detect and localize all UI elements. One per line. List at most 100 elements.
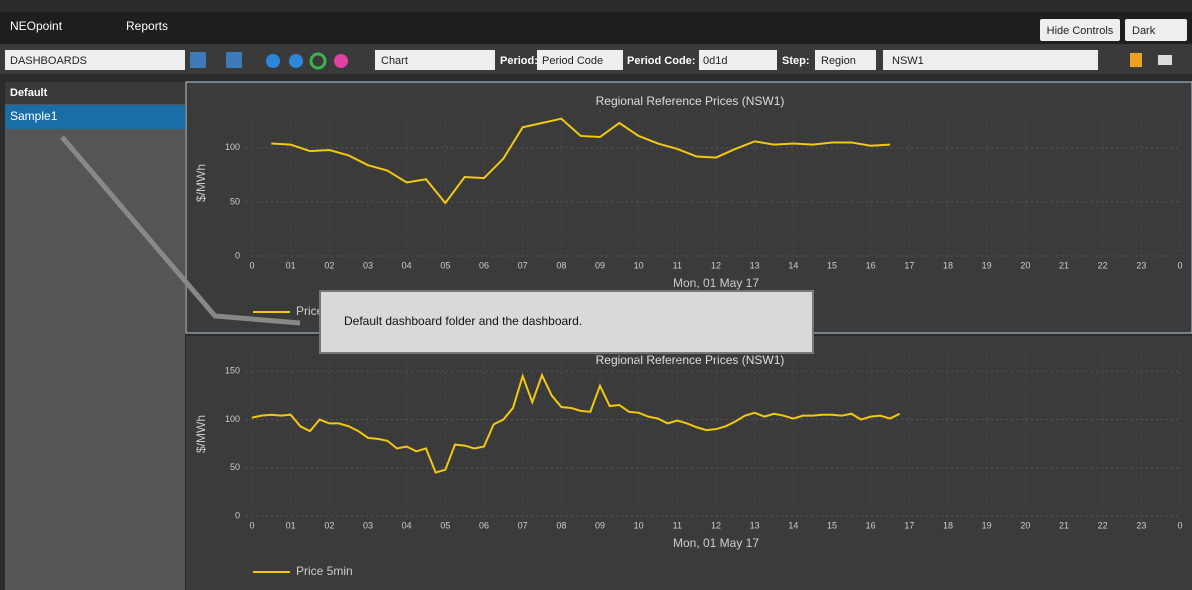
- dashboard-row[interactable]: [5, 105, 185, 129]
- period-code-input[interactable]: [699, 50, 777, 70]
- x-tick-label: 21: [1059, 260, 1069, 270]
- theme-select[interactable]: [1125, 19, 1187, 41]
- hide-controls-button[interactable]: [1040, 19, 1120, 41]
- period-select[interactable]: [537, 50, 623, 70]
- x-tick-label: 09: [595, 260, 605, 270]
- step-select[interactable]: [815, 50, 876, 70]
- folder-row[interactable]: [5, 82, 185, 104]
- x-tick-label: 05: [440, 260, 450, 270]
- icon[interactable]: [266, 54, 280, 68]
- chart-title: Regional Reference Prices (NSW1): [596, 94, 785, 108]
- y-axis-label: $/MWh: [194, 164, 208, 202]
- region-value: NSW1: [892, 55, 924, 67]
- x-tick-label: 23: [1136, 520, 1146, 530]
- x-tick-label: 08: [556, 520, 566, 530]
- sidebar: [5, 82, 185, 590]
- x-tick-label: 02: [324, 260, 334, 270]
- x-tick-label: 22: [1098, 520, 1108, 530]
- x-tick-label: 04: [402, 520, 412, 530]
- icon[interactable]: [226, 52, 242, 68]
- dashboards-select[interactable]: [5, 50, 185, 70]
- x-tick-label: 03: [363, 260, 373, 270]
- x-tick-label: 01: [286, 260, 296, 270]
- x-tick-label: 12: [711, 520, 721, 530]
- dashboards-label: DASHBOARDS: [10, 55, 87, 67]
- y-tick-label: 150: [225, 366, 240, 376]
- x-tick-label: 16: [866, 520, 876, 530]
- x-tick-label: 13: [750, 520, 760, 530]
- x-tick-label: 18: [943, 520, 953, 530]
- y-tick-label: 0: [235, 250, 240, 260]
- period-code-value: 0d1d: [703, 55, 727, 67]
- x-tick-label: 11: [673, 520, 682, 530]
- reports-menu[interactable]: Reports: [126, 19, 168, 33]
- x-tick-label: 11: [673, 260, 682, 270]
- x-tick-label: 06: [479, 520, 489, 530]
- x-tick-label: 0: [1177, 520, 1182, 530]
- x-tick-label: 16: [866, 260, 876, 270]
- icon[interactable]: [334, 54, 348, 68]
- icon[interactable]: [289, 54, 303, 68]
- x-tick-label: 21: [1059, 520, 1069, 530]
- callout-text: Default dashboard folder and the dashboa…: [344, 314, 582, 328]
- period-label: Period:: [500, 55, 538, 67]
- x-tick-label: 23: [1136, 260, 1146, 270]
- x-tick-label: 06: [479, 260, 489, 270]
- y-tick-label: 0: [235, 510, 240, 520]
- theme-label: Dark: [1132, 25, 1156, 37]
- y-tick-label: 50: [230, 462, 240, 472]
- x-tick-label: 17: [904, 260, 914, 270]
- x-tick-label: 0: [249, 260, 254, 270]
- callout-pointer: [60, 135, 301, 326]
- x-tick-label: 02: [324, 520, 334, 530]
- x-tick-label: 15: [827, 260, 837, 270]
- x-tick-label: 14: [788, 520, 798, 530]
- x-tick-label: 20: [1020, 520, 1030, 530]
- step-label: Step:: [782, 55, 810, 67]
- x-tick-label: 15: [827, 520, 837, 530]
- x-axis-label: Mon, 01 May 17: [673, 536, 759, 550]
- y-axis-label: $/MWh: [194, 415, 208, 453]
- x-tick-label: 14: [788, 260, 798, 270]
- x-tick-label: 07: [518, 260, 528, 270]
- icon[interactable]: [309, 52, 327, 70]
- y-tick-label: 100: [225, 142, 240, 152]
- x-tick-label: 03: [363, 520, 373, 530]
- legend-label: Price 5min: [296, 564, 353, 578]
- x-tick-label: 20: [1020, 260, 1030, 270]
- callout: [319, 290, 814, 354]
- x-tick-label: 05: [440, 520, 450, 530]
- list-icon[interactable]: [1158, 55, 1172, 65]
- x-tick-label: 09: [595, 520, 605, 530]
- x-tick-label: 04: [402, 260, 412, 270]
- period-value: Period Code: [542, 55, 603, 67]
- x-tick-label: 13: [750, 260, 760, 270]
- lock-icon[interactable]: [1130, 53, 1142, 67]
- hide-controls-label: Hide Controls: [1047, 25, 1114, 37]
- folder-label: Default: [10, 87, 48, 99]
- header-bar: [0, 12, 1192, 44]
- x-tick-label: 18: [943, 260, 953, 270]
- x-tick-label: 17: [904, 520, 914, 530]
- x-tick-label: 22: [1098, 260, 1108, 270]
- x-tick-label: 10: [634, 520, 644, 530]
- y-tick-label: 100: [225, 414, 240, 424]
- view-select[interactable]: [375, 50, 495, 70]
- period-code-label: Period Code:: [627, 55, 695, 67]
- x-tick-label: 07: [518, 520, 528, 530]
- price-line: [271, 117, 891, 205]
- region-select[interactable]: [883, 50, 1098, 70]
- icon[interactable]: [190, 52, 206, 68]
- x-tick-label: 19: [982, 260, 992, 270]
- x-tick-label: 0: [1177, 260, 1182, 270]
- x-tick-label: 01: [286, 520, 296, 530]
- step-value: Region: [821, 55, 856, 67]
- brand[interactable]: NEOpoint: [10, 19, 63, 33]
- chart-panel: [186, 336, 1192, 590]
- x-tick-label: 0: [249, 520, 254, 530]
- x-axis-label: Mon, 01 May 17: [673, 276, 759, 290]
- dashboard-label: Sample1: [10, 109, 58, 123]
- x-tick-label: 12: [711, 260, 721, 270]
- x-tick-label: 10: [634, 260, 644, 270]
